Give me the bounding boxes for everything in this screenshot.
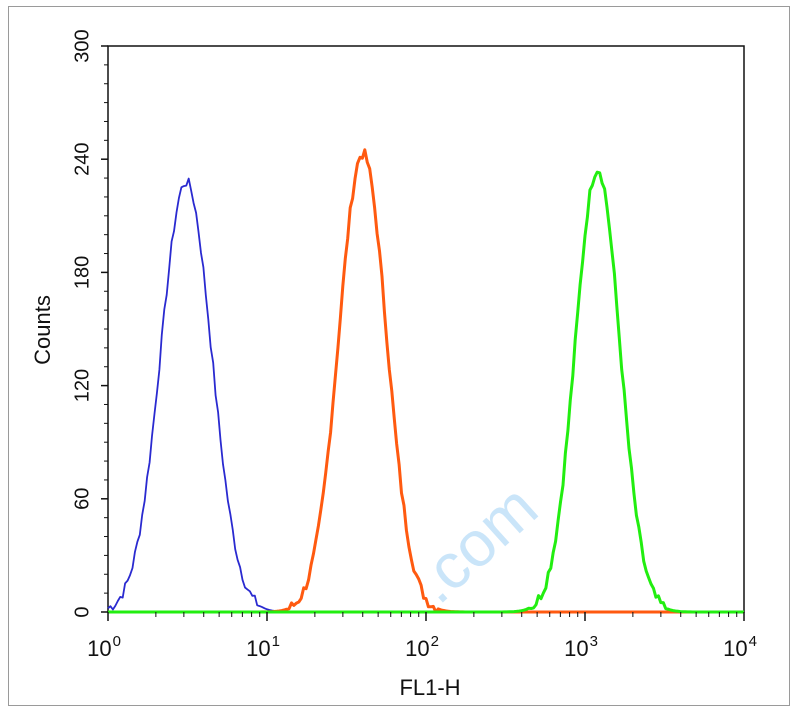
y-tick-label: 120 <box>71 369 93 402</box>
y-tick-label: 240 <box>71 143 93 176</box>
x-axis-label: FL1-H <box>399 675 460 700</box>
y-tick-label: 300 <box>71 29 93 62</box>
y-tick-label: 0 <box>71 606 93 617</box>
x-tick-label: 101 <box>246 633 280 661</box>
chart-frame <box>8 6 790 706</box>
y-tick-label: 60 <box>71 488 93 510</box>
y-axis-label: Counts <box>30 295 55 365</box>
y-axis-ticks: 0 60 120 180 240 300 <box>71 29 108 618</box>
y-tick-label: 180 <box>71 256 93 289</box>
x-tick-label: 100 <box>87 633 121 661</box>
x-tick-label: 102 <box>405 633 439 661</box>
x-tick-label: 104 <box>723 633 757 661</box>
plot-area <box>107 45 745 613</box>
x-tick-label: 103 <box>564 633 598 661</box>
x-axis-ticks: 100 101 102 103 104 <box>87 612 757 661</box>
